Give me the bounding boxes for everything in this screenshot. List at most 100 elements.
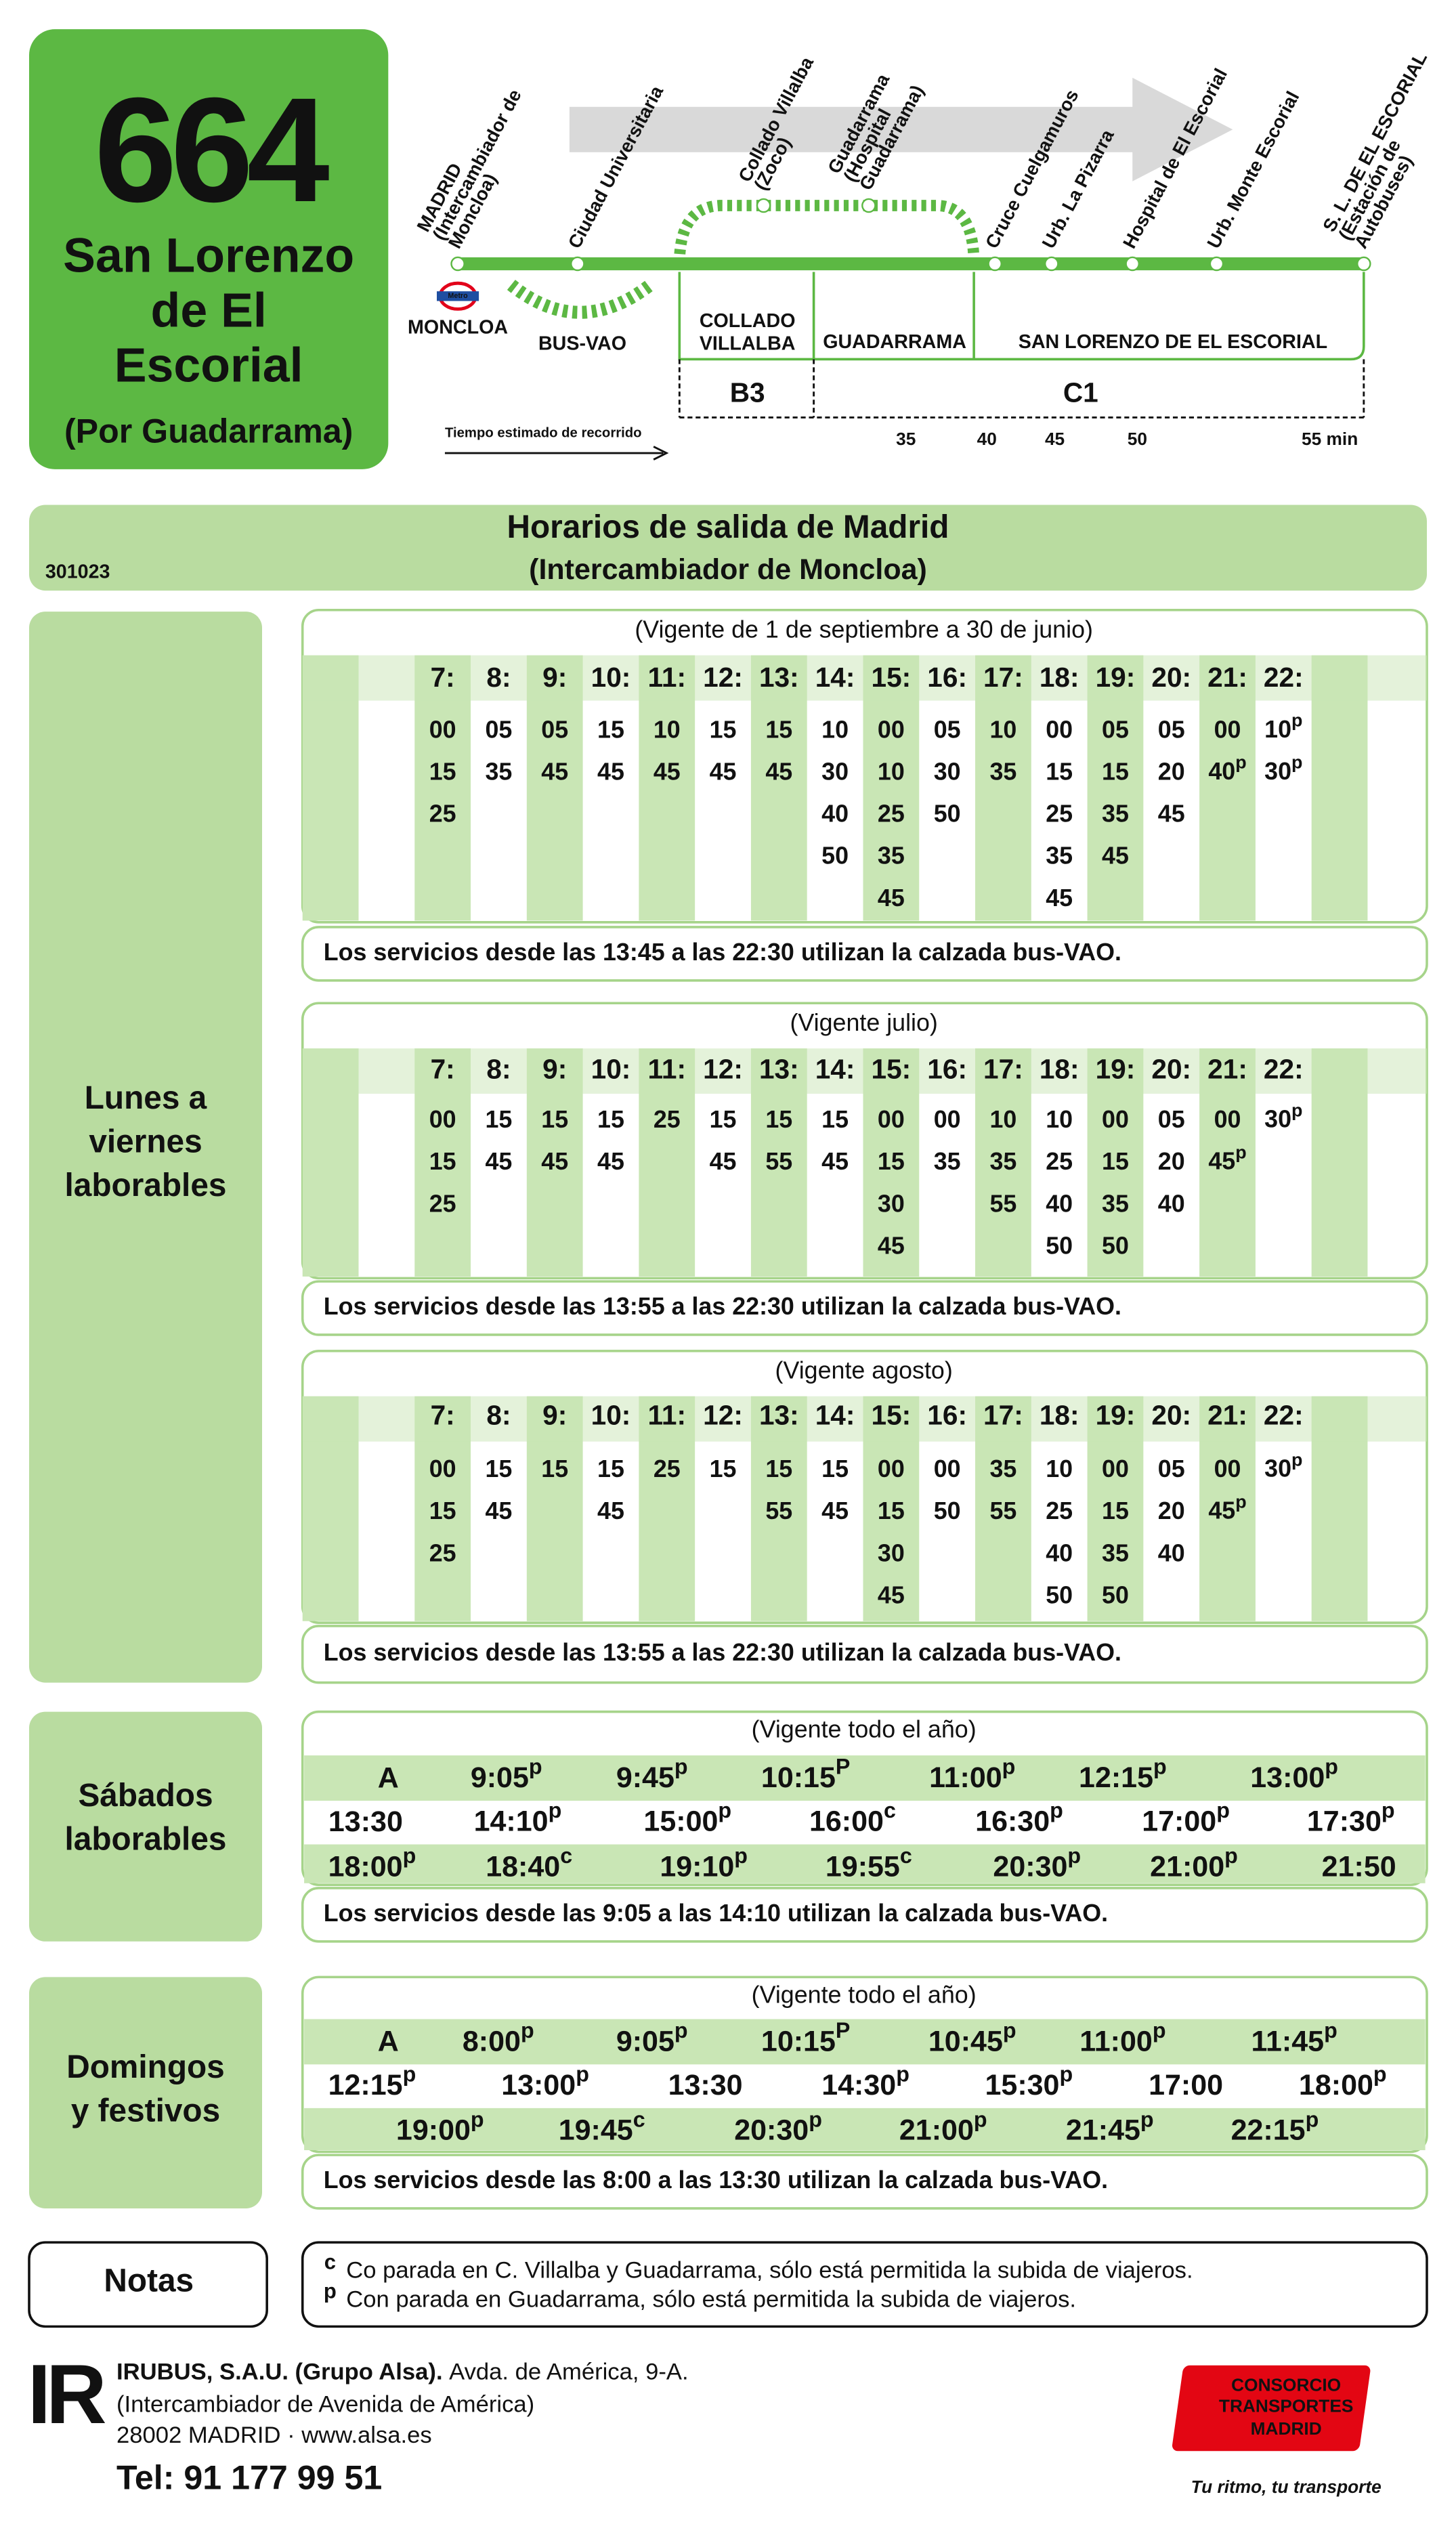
company: IRUBUS, S.A.U. (Grupo Alsa). Avda. de Amé… xyxy=(116,2359,689,2385)
minute: 20 xyxy=(1158,1497,1185,1524)
minute: 45 xyxy=(654,758,681,785)
note-box xyxy=(301,1280,1428,1336)
minute: 30p xyxy=(1264,1100,1302,1133)
superscript: p xyxy=(1235,752,1246,773)
minute: 05 xyxy=(1158,1106,1185,1133)
departure: 21:50 xyxy=(1322,1851,1396,1883)
period: (Vigente agosto) xyxy=(775,1356,953,1384)
minute: 35 xyxy=(1102,1539,1129,1566)
minute: 00 xyxy=(429,1455,456,1482)
period: (Vigente de 1 de septiembre a 30 de juni… xyxy=(635,616,1093,643)
superscript: p xyxy=(1291,710,1302,731)
superscript: p xyxy=(675,1754,688,1778)
departure: 9:05p xyxy=(616,2018,688,2058)
minute: 25 xyxy=(1046,800,1073,828)
time-value: 14:30 xyxy=(821,2069,896,2101)
code: 301023 xyxy=(45,561,110,582)
departure: 11:45p xyxy=(1251,2018,1337,2058)
time-arrow xyxy=(444,446,669,461)
minute: 25 xyxy=(429,800,456,828)
minute: 35 xyxy=(989,758,1016,785)
superscript: p xyxy=(809,2107,822,2131)
minute: 00 xyxy=(1214,1106,1241,1133)
superscript: p xyxy=(1002,1754,1016,1778)
minute: 35 xyxy=(989,1455,1016,1482)
hour: 13: xyxy=(759,1400,799,1431)
departure: 14:30p xyxy=(821,2061,909,2101)
time-value: 17:30 xyxy=(1307,1805,1382,1838)
row-band xyxy=(304,2019,1426,2065)
time-value: 11:00 xyxy=(929,1761,1002,1794)
departure: A xyxy=(378,2026,399,2058)
minute: 10 xyxy=(1046,1106,1073,1133)
minute: 40 xyxy=(1046,1539,1073,1566)
minute: 50 xyxy=(1102,1232,1129,1259)
bus-vao: BUS-VAO xyxy=(538,333,626,355)
loop xyxy=(673,200,980,264)
hour: 9: xyxy=(542,662,567,693)
metro-band xyxy=(437,291,479,301)
minute: 45 xyxy=(765,758,792,785)
hour: 10: xyxy=(591,1053,631,1084)
minute: 15 xyxy=(765,1106,792,1133)
hour: 15: xyxy=(872,662,912,693)
departure: 18:00p xyxy=(328,1843,416,1883)
time-value: 9:45 xyxy=(616,1761,675,1794)
hour: 21: xyxy=(1207,1053,1247,1084)
stop-name: Urb. Monte Escorial xyxy=(1203,88,1303,252)
minute: 15 xyxy=(821,1106,849,1133)
time-value: 18:40 xyxy=(486,1851,560,1883)
minute: 35 xyxy=(1102,1190,1129,1217)
departure: A xyxy=(378,1761,399,1794)
minute: 05 xyxy=(1158,1455,1185,1482)
day-label: laborables xyxy=(65,1168,227,1203)
minute: 45 xyxy=(486,1148,513,1175)
departure: 13:00p xyxy=(1250,1754,1338,1794)
stop xyxy=(756,198,771,213)
superscript: p xyxy=(1324,2018,1337,2043)
minute: 40 xyxy=(1158,1190,1185,1217)
departure: 18:40c xyxy=(486,1843,572,1883)
minute: 45 xyxy=(486,1497,513,1524)
departure: 19:45c xyxy=(559,2107,645,2147)
time-value: 10:15 xyxy=(761,1761,836,1794)
hour: 21: xyxy=(1207,1400,1247,1431)
time-value: 9:05 xyxy=(471,1761,529,1794)
departure: 21:45p xyxy=(1066,2107,1154,2147)
day-label: Domingos xyxy=(66,2049,225,2085)
period: (Vigente todo el año) xyxy=(752,1981,977,2008)
minute: 55 xyxy=(989,1190,1016,1217)
minute: 15 xyxy=(1102,758,1129,785)
departure: 19:00p xyxy=(396,2107,484,2147)
minute: 30p xyxy=(1264,1449,1302,1482)
consorcio-logo xyxy=(1172,2365,1371,2452)
hour: 12: xyxy=(703,662,743,693)
hour: 11: xyxy=(648,1053,686,1084)
departure: 12:15p xyxy=(328,2061,416,2101)
minute: 35 xyxy=(989,1148,1016,1175)
period: (Vigente julio) xyxy=(790,1009,937,1036)
hour: 22: xyxy=(1264,1053,1304,1084)
zone: SAN LORENZO DE EL ESCORIAL xyxy=(1019,331,1327,353)
departure: 22:15p xyxy=(1231,2107,1319,2147)
minute: 15 xyxy=(878,1497,905,1524)
row-band xyxy=(304,1755,1426,1801)
minute: 20 xyxy=(1158,1148,1185,1175)
minute: 15 xyxy=(1102,1497,1129,1524)
minute: 45 xyxy=(597,1148,624,1175)
bus-vao-lane xyxy=(507,280,655,319)
time-value: 8:00 xyxy=(463,2026,521,2058)
minute: 05 xyxy=(486,716,513,743)
hour: 11: xyxy=(648,1400,686,1431)
minute: 15 xyxy=(486,1455,513,1482)
time-value: 13:00 xyxy=(501,2069,576,2101)
hour-band xyxy=(302,1048,1428,1094)
time-value: 19:45 xyxy=(559,2114,633,2147)
hour: 18: xyxy=(1040,1400,1079,1431)
direction-arrow xyxy=(569,77,1233,181)
superscript: p xyxy=(1059,2061,1073,2086)
stop-label: Urb. Monte Escorial xyxy=(1203,88,1303,252)
minute: 15 xyxy=(1102,1148,1129,1175)
hour: 7: xyxy=(431,662,455,693)
notes-box xyxy=(301,2241,1428,2328)
